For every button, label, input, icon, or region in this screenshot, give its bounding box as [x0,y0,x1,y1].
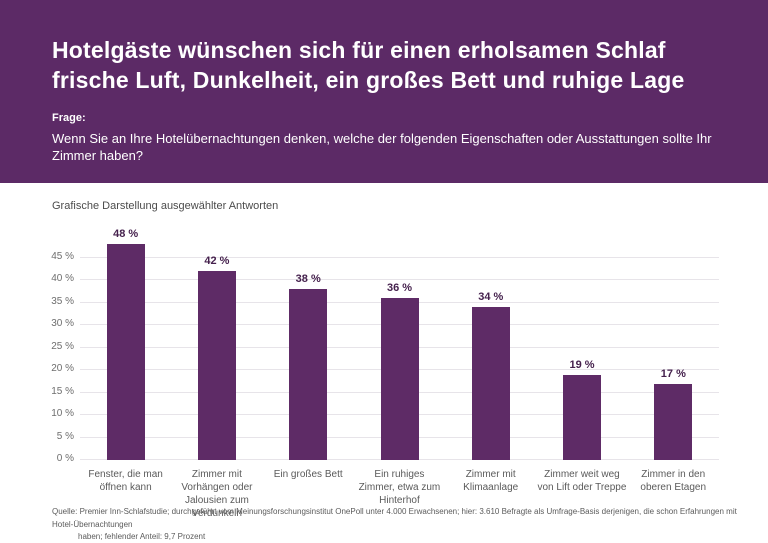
question-label: Frage: [52,112,86,124]
x-category-label-1: Fenster, die man öffnen kann [88,469,163,493]
source-footnote: Quelle: Premier Inn-Schlafstudie; durchg… [52,506,752,543]
bar-value-label-6: 19 % [569,358,595,371]
x-category-label-3: Ein großes Bett [273,469,343,480]
y-tick-label-30: 30 % [51,318,74,329]
x-category-label-4: Ein ruhiges Zimmer, etwa zum Hinterhof [358,469,441,506]
source-footnote-line-2: haben; fehlender Anteil: 9,7 Prozent [78,532,206,541]
bar-value-label-7: 17 % [660,367,686,380]
y-tick-label-10: 10 % [51,408,74,419]
bar-4 [380,298,419,460]
page-title-line-1: Hotelgäste wünschen sich für einen erhol… [52,37,666,63]
bar-value-label-1: 48 % [113,228,139,240]
x-category-label-6: Zimmer weit weg von Lift oder Treppe [537,469,627,493]
hero-header: Hotelgäste wünschen sich für einen erhol… [0,0,768,183]
bar-2 [197,271,236,460]
bar-value-label-3: 38 % [295,273,321,285]
y-tick-label-40: 40 % [51,273,74,284]
x-category-label-2: Zimmer mit Vorhängen oder Jalousien zum Ver… [181,469,253,519]
page-title: Hotelgäste wünschen sich für einen erhol… [52,35,716,95]
question-text: Wenn Sie an Ihre Hotelübernachtungen den… [52,131,712,163]
gridline-45 [80,256,719,258]
y-tick-label-5: 5 % [56,430,74,442]
bar-value-label-4: 36 % [386,282,413,294]
y-tick-label-15: 15 % [51,385,74,397]
bar-6 [563,374,602,460]
source-footnote-line-1: Quelle: Premier Inn-Schlafstudie; durchg… [52,507,737,529]
y-tick-label-35: 35 % [51,295,74,307]
x-category-label-5: Zimmer mit Klimaanlage [463,469,519,493]
x-category-label-7: Zimmer in den oberen Etagen [640,469,707,493]
y-tick-label-20: 20 % [51,363,74,374]
y-tick-label-25: 25 % [51,340,74,352]
x-axis-category-labels: Fenster, die man öffnen kann Zimmer mit Vor… [80,468,719,520]
bar-5 [471,307,510,460]
bar-1 [106,244,145,460]
chart-heading: Grafische Darstellung ausgewählter Antwo… [52,200,279,212]
bar-chart-plot-area: 0 % 5 % 10 % 15 % 20 % 25 % 30 % 35 % 40 % 45 % 48… [51,228,719,464]
bar-3 [289,289,328,460]
bar-7 [654,383,693,460]
y-tick-label-0: 0 % [56,453,74,464]
bar-value-label-5: 34 % [478,291,504,303]
y-tick-label-45: 45 % [51,250,74,262]
bar-value-label-2: 42 % [204,255,230,267]
page-title-line-2: frische Luft, Dunkelheit, ein großes Bet… [52,67,685,93]
gridline-40 [80,279,719,280]
